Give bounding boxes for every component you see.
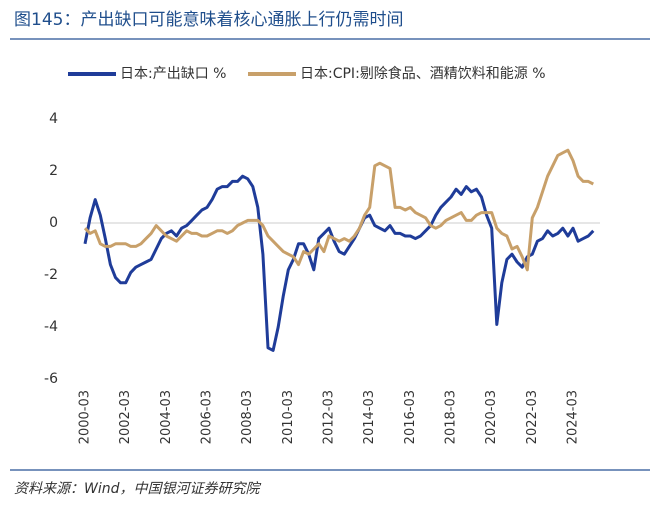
y-tick-label: 4 [49, 111, 58, 127]
y-tick-label: -6 [44, 371, 58, 387]
x-tick-label: 2002-03 [118, 390, 133, 444]
x-tick-label: 2024-03 [566, 390, 581, 444]
y-tick-label: -2 [44, 267, 58, 283]
x-tick-label: 2004-03 [159, 390, 174, 444]
y-tick-label: -4 [44, 319, 58, 335]
source-note: 资料来源：Wind，中国银河证券研究院 [14, 481, 261, 497]
series-line [83, 148, 594, 272]
x-tick-label: 2006-03 [200, 390, 215, 444]
x-tick-label: 2020-03 [484, 390, 499, 444]
x-tick-label: 2008-03 [240, 390, 255, 444]
y-tick-label: 2 [49, 163, 58, 179]
legend-label: 日本:产出缺口 % [120, 66, 226, 82]
x-tick-label: 2012-03 [322, 390, 337, 444]
x-tick-label: 2010-03 [281, 390, 296, 444]
chart-title: 图145：产出缺口可能意味着核心通胀上行仍需时间 [14, 10, 403, 30]
x-tick-label: 2022-03 [525, 390, 540, 444]
x-tick-label: 2000-03 [78, 390, 93, 444]
x-tick-label: 2014-03 [362, 390, 377, 444]
series-line [83, 174, 595, 352]
x-tick-label: 2018-03 [444, 390, 459, 444]
x-tick-label: 2016-03 [403, 390, 418, 444]
legend-label: 日本:CPI:剔除食品、酒精饮料和能源 % [300, 65, 546, 82]
y-tick-label: 0 [49, 215, 58, 231]
